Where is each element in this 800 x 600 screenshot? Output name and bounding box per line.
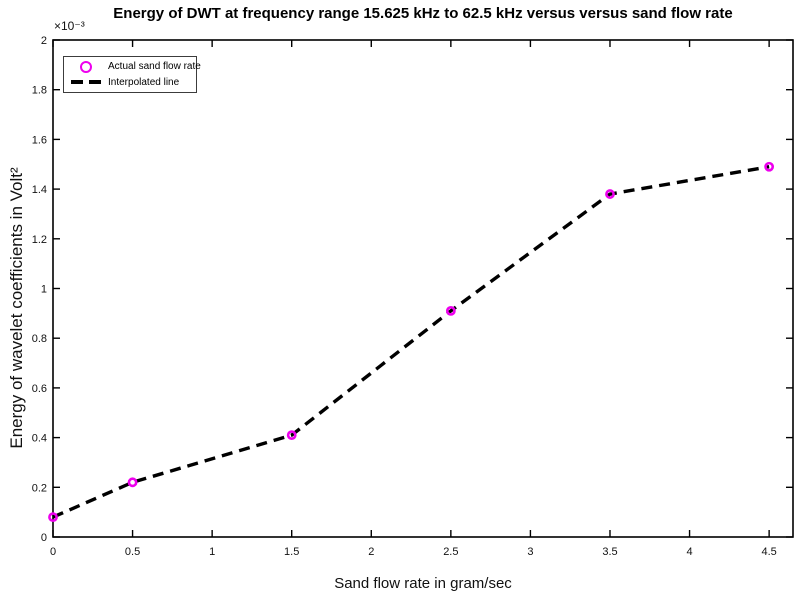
open-circle-marker-icon (80, 60, 92, 73)
y-tick-label: 1.4 (32, 184, 47, 196)
x-tick-label: 2 (368, 546, 374, 558)
x-tick-label: 1.5 (284, 546, 299, 558)
legend-box: Actual sand flow rate Interpolated line (63, 56, 201, 93)
legend-swatch (64, 60, 108, 73)
y-tick-label: 1 (41, 284, 47, 296)
plot-border (52, 39, 794, 538)
y-axis-exponent-label: ×10⁻³ (54, 19, 85, 33)
y-tick-label: 2 (41, 35, 47, 47)
y-tick-label: 0.8 (32, 333, 47, 345)
data-point-marker (286, 430, 297, 441)
legend-label: Actual sand flow rate (108, 61, 201, 73)
interpolated-line (52, 165, 770, 519)
legend-label: Interpolated line (108, 76, 180, 88)
y-tick-label: 1.8 (32, 85, 47, 97)
x-tick-label: 3.5 (602, 546, 617, 558)
data-point-marker (605, 189, 615, 199)
x-tick-label: 1 (209, 546, 215, 558)
y-tick-label: 1.6 (32, 134, 47, 146)
legend-swatch (64, 80, 108, 84)
data-point-marker (48, 512, 58, 523)
y-tick-label: 0.2 (32, 482, 47, 494)
data-point-marker (764, 161, 775, 172)
legend-entry-interpolated: Interpolated line (64, 75, 196, 90)
dashed-line-sample-icon (89, 80, 101, 84)
data-point-marker (127, 477, 138, 488)
chart-title: Energy of DWT at frequency range 15.625 … (113, 5, 733, 22)
y-tick-label: 0.6 (32, 383, 47, 395)
x-tick-label: 0.5 (125, 546, 140, 558)
legend-entry-actual: Actual sand flow rate (64, 59, 201, 74)
y-tick-label: 1.2 (32, 234, 47, 246)
x-tick-label: 4 (686, 546, 692, 558)
x-tick-label: 4.5 (761, 546, 776, 558)
y-axis-label: Energy of wavelet coefficients in Volt² (7, 167, 26, 449)
x-tick-label: 3 (527, 546, 533, 558)
y-tick-label: 0.4 (32, 433, 47, 445)
x-tick-label: 2.5 (443, 546, 458, 558)
y-tick-label: 0 (41, 532, 47, 544)
x-tick-label: 0 (50, 546, 56, 558)
dashed-line-sample-icon (71, 80, 83, 84)
data-point-marker (445, 305, 456, 316)
x-axis-label: Sand flow rate in gram/sec (334, 575, 512, 592)
